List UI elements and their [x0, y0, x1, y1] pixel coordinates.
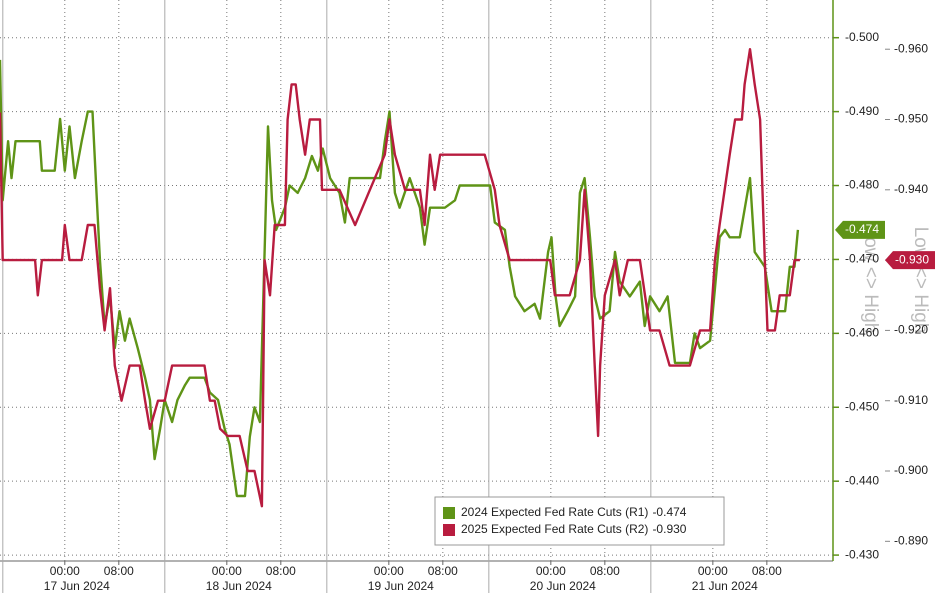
series-line: [0, 59, 800, 498]
series-line: [0, 48, 800, 508]
tag-shape: [885, 251, 935, 270]
x-tick-label: 00:00: [212, 564, 242, 578]
x-tick-label: 00:00: [698, 564, 728, 578]
tag-shape: [835, 220, 885, 239]
y-tick-label: -0.430: [845, 547, 879, 561]
date-label: 17 Jun 2024: [44, 579, 110, 593]
y2-tick-label: -0.960: [894, 41, 928, 55]
y-tick-label: -0.440: [845, 473, 879, 487]
x-tick-label: 08:00: [266, 564, 296, 578]
y2-tick-label: -0.950: [894, 112, 928, 126]
date-label: 20 Jun 2024: [530, 579, 596, 593]
legend-box: [434, 496, 725, 546]
y2-axis-title: Low <> High: [910, 227, 931, 334]
x-tick-label: 00:00: [50, 564, 80, 578]
y-tick-label: -0.460: [845, 326, 879, 340]
legend-label: 2025 Expected Fed Rate Cuts (R2) -0.930: [461, 522, 687, 536]
x-tick-label: 08:00: [590, 564, 620, 578]
tag-label: -0.930: [895, 252, 929, 266]
date-label: 21 Jun 2024: [692, 579, 758, 593]
y-tick-label: -0.450: [845, 399, 879, 413]
y2-tick-label: -0.910: [894, 393, 928, 407]
legend-label: 2024 Expected Fed Rate Cuts (R1) -0.474: [461, 505, 687, 519]
y-tick-label: -0.480: [845, 178, 879, 192]
date-label: 18 Jun 2024: [206, 579, 272, 593]
y-tick-label: -0.470: [845, 252, 879, 266]
y2-tick-label: -0.940: [894, 182, 928, 196]
x-tick-label: 00:00: [536, 564, 566, 578]
y2-tick-label: -0.900: [894, 463, 928, 477]
legend-name: 2024 Expected Fed Rate Cuts (R1): [461, 505, 648, 519]
y2-tick-label: -0.920: [894, 323, 928, 337]
x-tick-label: 00:00: [374, 564, 404, 578]
y-axis-title: Low <> High: [860, 227, 881, 334]
last-value-tag: -0.474: [835, 220, 885, 239]
legend: 2024 Expected Fed Rate Cuts (R1) -0.47420…: [434, 496, 725, 546]
y2-tick-label: -0.890: [894, 533, 928, 547]
x-tick-label: 08:00: [752, 564, 782, 578]
legend-swatch: [443, 507, 455, 519]
tag-label: -0.474: [845, 222, 879, 236]
x-tick-label: 08:00: [428, 564, 458, 578]
legend-name: 2025 Expected Fed Rate Cuts (R2): [461, 522, 648, 536]
y-tick-label: -0.490: [845, 104, 879, 118]
legend-swatch: [443, 524, 455, 536]
legend-value: -0.474: [652, 505, 686, 519]
last-value-tag: -0.930: [885, 251, 935, 270]
x-tick-label: 08:00: [104, 564, 134, 578]
legend-value: -0.930: [652, 522, 686, 536]
y-tick-label: -0.500: [845, 30, 879, 44]
date-label: 19 Jun 2024: [368, 579, 434, 593]
